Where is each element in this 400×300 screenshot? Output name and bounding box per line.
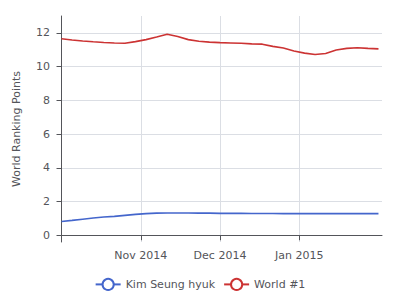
svg-text:0: 0 — [43, 229, 50, 242]
svg-text:Jan 2015: Jan 2015 — [274, 249, 323, 262]
svg-text:12: 12 — [36, 26, 50, 39]
svg-text:2: 2 — [43, 195, 50, 208]
svg-text:Kim Seung hyuk: Kim Seung hyuk — [126, 278, 216, 291]
svg-text:8: 8 — [43, 94, 50, 107]
svg-text:Nov 2014: Nov 2014 — [114, 249, 167, 262]
svg-text:World #1: World #1 — [254, 278, 305, 291]
svg-text:World Ranking Points: World Ranking Points — [10, 71, 23, 187]
svg-text:4: 4 — [43, 161, 50, 174]
svg-text:10: 10 — [36, 60, 50, 73]
svg-text:6: 6 — [43, 128, 50, 141]
svg-text:Dec 2014: Dec 2014 — [194, 249, 247, 262]
